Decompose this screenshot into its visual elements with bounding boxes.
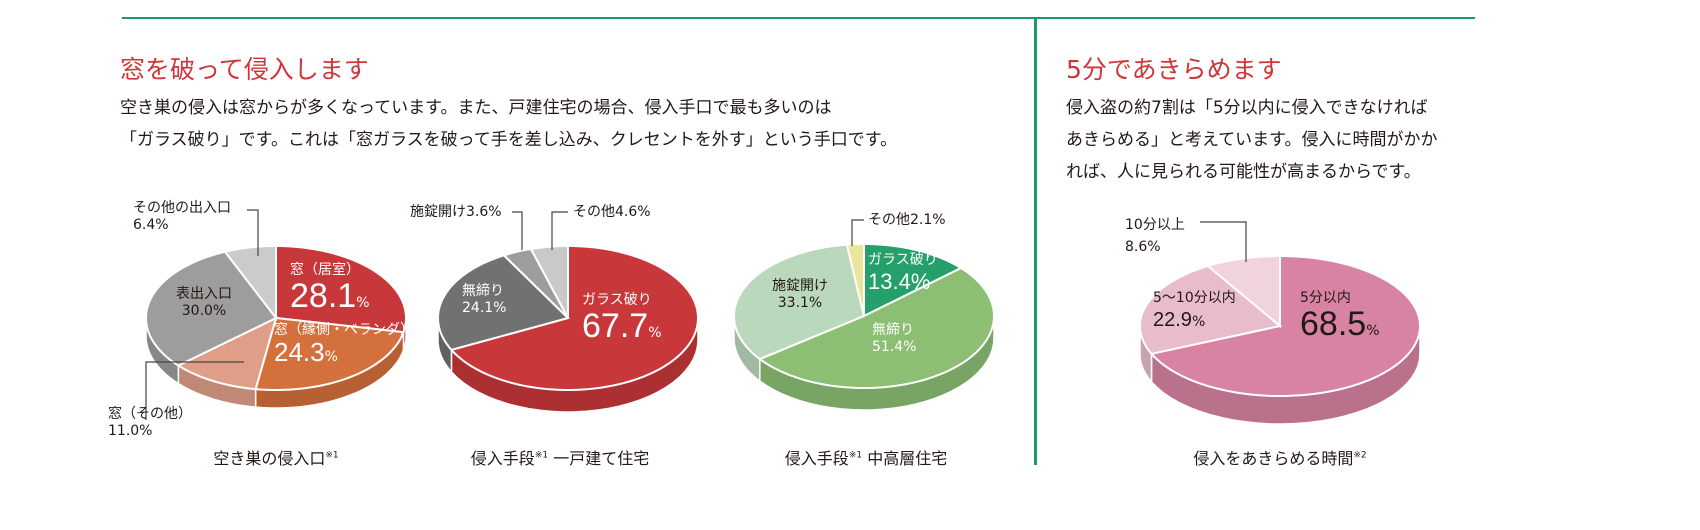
pie-4 bbox=[1139, 254, 1421, 425]
leader-line bbox=[851, 219, 864, 246]
pie-slice-2 bbox=[1139, 264, 1283, 355]
pie-slice-2 bbox=[254, 316, 405, 391]
caption-chart3: 侵入手段※1 中高層住宅 bbox=[784, 449, 948, 468]
leader-line bbox=[247, 209, 259, 256]
pie-slice-3 bbox=[733, 243, 866, 361]
left-body-line: 「ガラス破り」です。これは「窓ガラスを破って手を差し込み、クレセントを外す」とい… bbox=[120, 130, 898, 150]
pie-slice-1 bbox=[1149, 254, 1421, 397]
label-unlocked: 無締り 51.4% bbox=[872, 322, 917, 355]
pie-slice-3 bbox=[502, 247, 569, 319]
label-unlocked: 無締り 24.1% bbox=[462, 283, 507, 316]
label-window-room: 窓（居室） 28.1% bbox=[290, 262, 370, 315]
vertical-divider bbox=[1034, 17, 1037, 465]
pie-2 bbox=[436, 244, 699, 413]
pie-3 bbox=[733, 242, 995, 411]
pie-slice-3 bbox=[176, 316, 278, 391]
right-title: 5分であきらめます bbox=[1066, 55, 1282, 84]
top-divider bbox=[122, 17, 1475, 19]
caption-chart1: 空き巣の侵入口※1 bbox=[213, 449, 339, 468]
label-other: その他4.6% bbox=[573, 204, 651, 220]
right-body-line: 侵入盗の約7割は「5分以内に侵入できなければ bbox=[1066, 98, 1428, 118]
label-lockpick: 施錠開け 33.1% bbox=[772, 278, 828, 311]
pie-slice-1 bbox=[275, 244, 408, 334]
leader-line bbox=[1200, 221, 1247, 262]
pie-slice-1 bbox=[449, 244, 699, 391]
pie-slice-2 bbox=[757, 266, 995, 389]
right-body: 侵入盗の約7割は「5分以内に侵入できなければ あきらめる」と考えています。侵入に… bbox=[1066, 92, 1437, 188]
pie-slice-4 bbox=[145, 250, 278, 367]
right-body-line: あきらめる」と考えています。侵入に時間がかか bbox=[1066, 130, 1438, 150]
pie-slice-2 bbox=[436, 254, 570, 352]
left-title: 窓を破って侵入します bbox=[120, 55, 369, 84]
caption-chart4: 侵入をあきらめる時間※2 bbox=[1193, 449, 1367, 468]
label-lockpick: 施錠開け3.6% bbox=[410, 204, 502, 220]
leader-line bbox=[512, 211, 523, 250]
label-window-veranda: 窓（縁側・ベランダ） 24.3% bbox=[274, 322, 414, 367]
leader-line bbox=[145, 361, 244, 420]
leader-line bbox=[551, 211, 568, 250]
right-body-line: れば、人に見られる可能性が高まるからです。 bbox=[1066, 162, 1421, 182]
label-other-entrance: その他の出入口 6.4% bbox=[133, 200, 231, 233]
label-glass-break: ガラス破り 13.4% bbox=[868, 252, 938, 294]
pie-slice-1 bbox=[863, 242, 964, 318]
pie-slice-3 bbox=[1205, 254, 1281, 329]
label-5-10min: 5〜10分以内 22.9% bbox=[1153, 290, 1236, 331]
label-front-door: 表出入口 30.0% bbox=[176, 286, 232, 319]
left-body-line: 空き巣の侵入は窓からが多くなっています。また、戸建住宅の場合、侵入手口で最も多い… bbox=[120, 98, 832, 118]
pie-slice-4 bbox=[845, 242, 865, 317]
pie-1 bbox=[145, 244, 408, 409]
label-other: その他2.1% bbox=[868, 212, 946, 228]
label-glass-break: ガラス破り 67.7% bbox=[582, 292, 662, 345]
pie-slice-4 bbox=[529, 244, 569, 319]
label-within-5min: 5分以内 68.5% bbox=[1300, 290, 1380, 343]
left-body: 空き巣の侵入は窓からが多くなっています。また、戸建住宅の場合、侵入手口で最も多い… bbox=[120, 92, 897, 156]
pie-slice-5 bbox=[223, 244, 277, 321]
label-window-other: 窓（その他） 11.0% bbox=[108, 406, 192, 439]
label-10min-plus: 10分以上 8.6% bbox=[1125, 217, 1185, 255]
caption-chart2: 侵入手段※1 一戸建て住宅 bbox=[470, 449, 650, 468]
